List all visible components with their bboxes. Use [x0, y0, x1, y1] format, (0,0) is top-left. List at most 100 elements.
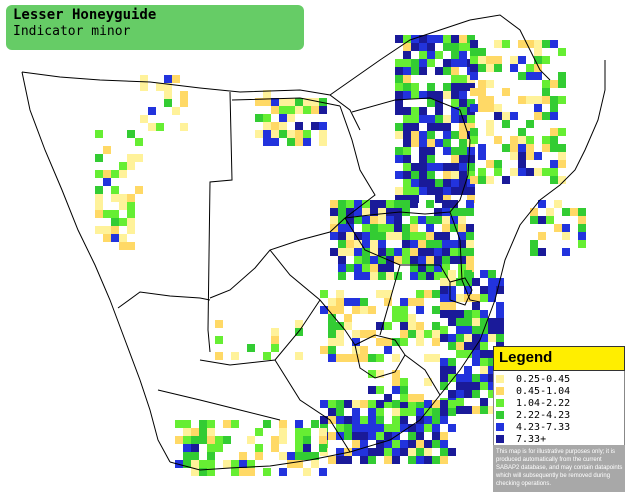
- grid-cell: [360, 306, 368, 314]
- grid-cell: [467, 155, 475, 163]
- grid-cell: [480, 310, 488, 318]
- grid-cell: [392, 306, 400, 314]
- grid-cell: [443, 171, 451, 179]
- grid-cell: [488, 390, 496, 398]
- grid-cell: [271, 444, 279, 452]
- grid-cell: [459, 179, 467, 187]
- grid-cell: [534, 56, 542, 64]
- grid-cell: [378, 224, 386, 232]
- grid-cell: [378, 264, 386, 272]
- grid-cell: [440, 278, 448, 286]
- grid-cell: [480, 294, 488, 302]
- grid-cell: [336, 338, 344, 346]
- grid-cell: [319, 122, 327, 130]
- grid-cell: [271, 138, 279, 146]
- grid-cell: [336, 456, 344, 464]
- grid-cell: [403, 91, 411, 99]
- grid-cell: [472, 294, 480, 302]
- grid-cell: [451, 179, 459, 187]
- grid-cell: [247, 468, 255, 476]
- grid-cell: [279, 436, 287, 444]
- grid-cell: [456, 374, 464, 382]
- grid-cell: [450, 216, 458, 224]
- grid-cell: [470, 64, 478, 72]
- grid-cell: [311, 122, 319, 130]
- grid-cell: [451, 155, 459, 163]
- grid-cell: [352, 416, 360, 424]
- grid-cell: [311, 106, 319, 114]
- grid-cell: [103, 226, 111, 234]
- grid-cell: [295, 106, 303, 114]
- grid-cell: [400, 322, 408, 330]
- grid-cell: [518, 136, 526, 144]
- west-coastline: [21, 71, 171, 463]
- grid-cell: [470, 40, 478, 48]
- grid-cell: [411, 139, 419, 147]
- grid-cell: [472, 334, 480, 342]
- grid-cell: [408, 440, 416, 448]
- grid-cell: [319, 428, 327, 436]
- grid-cell: [464, 390, 472, 398]
- grid-cell: [434, 216, 442, 224]
- grid-cell: [207, 436, 215, 444]
- grid-cell: [464, 334, 472, 342]
- grid-cell: [510, 112, 518, 120]
- grid-cell: [319, 138, 327, 146]
- legend-label: 1.04-2.22: [516, 397, 571, 409]
- grid-cell: [424, 456, 432, 464]
- grid-cell: [424, 354, 432, 362]
- grid-cell: [368, 424, 376, 432]
- grid-cell: [440, 432, 448, 440]
- grid-cell: [478, 48, 486, 56]
- grid-cell: [416, 432, 424, 440]
- grid-cell: [550, 144, 558, 152]
- grid-cell: [464, 406, 472, 414]
- grid-cell: [95, 210, 103, 218]
- grid-cell: [164, 75, 172, 83]
- grid-cell: [395, 195, 403, 203]
- grid-cell: [410, 200, 418, 208]
- grid-cell: [328, 416, 336, 424]
- grid-cell: [271, 344, 279, 352]
- grid-cell: [486, 160, 494, 168]
- zimbabwe-mozambique-border: [351, 97, 471, 213]
- grid-cell: [486, 120, 494, 128]
- grid-cell: [402, 248, 410, 256]
- grid-cell: [360, 440, 368, 448]
- grid-cell: [295, 460, 303, 468]
- grid-cell: [534, 64, 542, 72]
- grid-cell: [426, 264, 434, 272]
- grid-cell: [542, 80, 550, 88]
- grid-cell: [303, 130, 311, 138]
- grid-cell: [207, 452, 215, 460]
- grid-cell: [459, 171, 467, 179]
- grid-cell: [376, 408, 384, 416]
- legend-swatch-icon: [496, 387, 504, 395]
- grid-cell: [416, 298, 424, 306]
- grid-cell: [518, 128, 526, 136]
- grid-cell: [456, 278, 464, 286]
- grid-cell: [295, 428, 303, 436]
- grid-cell: [403, 123, 411, 131]
- species-title-box: Lesser Honeyguide Indicator minor: [6, 5, 304, 50]
- grid-cell: [419, 163, 427, 171]
- grid-cell: [419, 187, 427, 195]
- grid-cell: [426, 232, 434, 240]
- grid-cell: [562, 224, 570, 232]
- grid-cell: [384, 338, 392, 346]
- grid-cell: [410, 264, 418, 272]
- grid-cell: [416, 306, 424, 314]
- grid-cell: [502, 112, 510, 120]
- grid-cell: [376, 290, 384, 298]
- grid-cell: [408, 314, 416, 322]
- grid-cell: [448, 390, 456, 398]
- grid-cell: [320, 306, 328, 314]
- grid-cell: [344, 400, 352, 408]
- grid-cell: [562, 232, 570, 240]
- grid-cell: [111, 210, 119, 218]
- grid-cell: [303, 468, 311, 476]
- legend-swatch-icon: [496, 399, 504, 407]
- grid-cell: [295, 122, 303, 130]
- grid-cell: [95, 130, 103, 138]
